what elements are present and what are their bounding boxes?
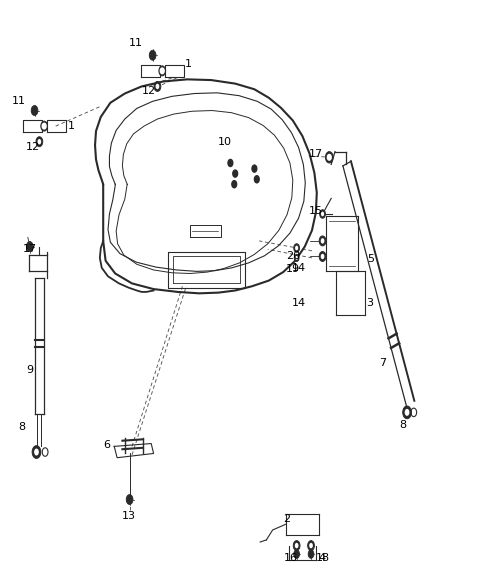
Circle shape xyxy=(37,139,41,145)
Text: 1: 1 xyxy=(185,59,192,69)
Text: 3: 3 xyxy=(366,298,373,309)
Text: 16: 16 xyxy=(284,553,298,564)
Circle shape xyxy=(295,246,298,250)
Text: 14: 14 xyxy=(291,298,306,309)
Circle shape xyxy=(294,550,300,558)
Circle shape xyxy=(321,254,324,259)
Circle shape xyxy=(42,123,46,129)
Circle shape xyxy=(327,155,331,160)
Circle shape xyxy=(321,211,324,216)
Text: 5: 5 xyxy=(367,254,374,264)
Text: 15: 15 xyxy=(309,206,323,216)
Text: 11: 11 xyxy=(12,96,26,106)
Circle shape xyxy=(293,540,300,551)
Text: 17: 17 xyxy=(309,149,323,159)
Text: 12: 12 xyxy=(142,85,156,96)
Circle shape xyxy=(154,81,161,91)
Circle shape xyxy=(308,540,314,551)
Circle shape xyxy=(309,543,313,548)
Circle shape xyxy=(319,236,326,246)
Text: 10: 10 xyxy=(217,137,232,147)
Circle shape xyxy=(254,175,259,183)
Circle shape xyxy=(156,84,159,89)
Circle shape xyxy=(26,242,33,252)
Text: 4: 4 xyxy=(318,553,325,564)
Circle shape xyxy=(321,238,324,243)
Text: 19: 19 xyxy=(286,264,300,274)
Circle shape xyxy=(41,121,48,131)
Text: 2: 2 xyxy=(284,514,290,523)
Text: 11: 11 xyxy=(128,38,143,48)
Circle shape xyxy=(32,446,41,458)
Circle shape xyxy=(126,494,133,504)
Circle shape xyxy=(319,252,326,261)
Circle shape xyxy=(308,550,314,558)
Circle shape xyxy=(232,181,237,188)
Text: 18: 18 xyxy=(315,553,330,564)
Circle shape xyxy=(403,406,411,419)
Circle shape xyxy=(31,106,38,116)
Circle shape xyxy=(320,210,325,218)
Text: 8: 8 xyxy=(18,422,25,432)
Text: 6: 6 xyxy=(103,440,110,450)
Circle shape xyxy=(294,254,299,261)
Circle shape xyxy=(405,409,409,416)
Text: 20: 20 xyxy=(286,252,300,261)
Text: 7: 7 xyxy=(380,358,386,368)
Text: 14: 14 xyxy=(291,263,306,273)
Text: 9: 9 xyxy=(26,365,33,375)
Circle shape xyxy=(295,256,298,260)
Text: 13: 13 xyxy=(121,511,136,521)
Circle shape xyxy=(149,51,156,60)
Text: 8: 8 xyxy=(400,420,407,430)
Circle shape xyxy=(325,152,333,163)
Circle shape xyxy=(294,244,300,252)
Text: 12: 12 xyxy=(25,142,40,152)
Circle shape xyxy=(295,543,299,548)
Circle shape xyxy=(252,165,257,172)
Circle shape xyxy=(36,137,43,146)
Circle shape xyxy=(233,170,238,177)
Text: 1: 1 xyxy=(68,121,74,131)
Circle shape xyxy=(160,68,164,74)
Text: 17: 17 xyxy=(23,245,37,254)
Circle shape xyxy=(159,66,166,76)
Circle shape xyxy=(228,159,233,167)
Circle shape xyxy=(34,449,39,456)
